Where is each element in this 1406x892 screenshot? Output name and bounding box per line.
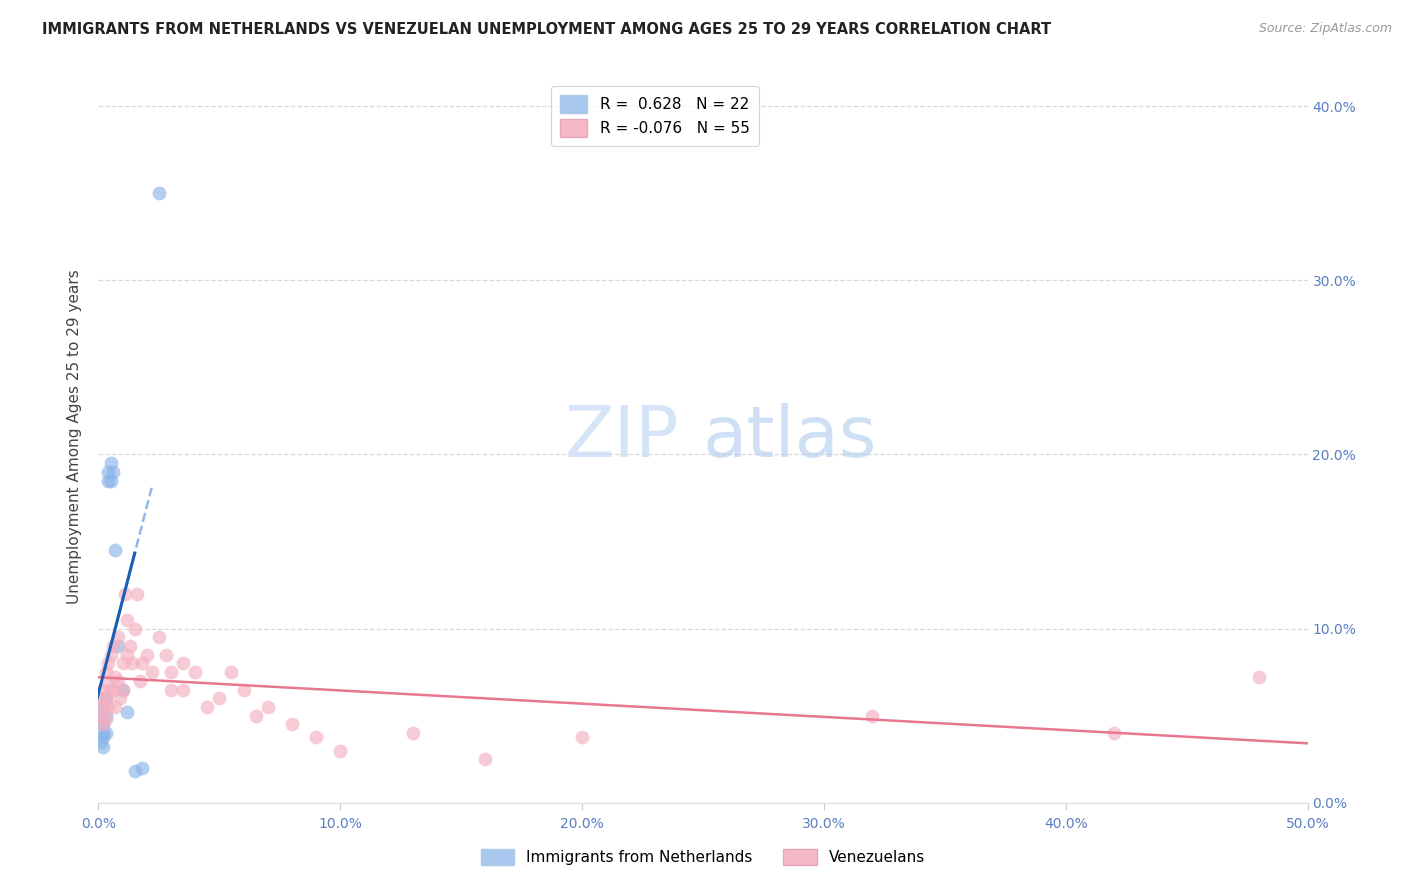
Point [91,700,114,714]
Y-axis label: Unemployment Among Ages 25 to 29 years: Unemployment Among Ages 25 to 29 years [67,269,83,605]
Point [155,648,177,662]
Point [90,712,112,726]
Point [90,700,112,714]
Point [111,657,134,671]
Point [91,717,114,731]
Point [91,717,114,731]
Point [305,730,328,744]
Point [121,657,143,671]
Point [245,708,267,723]
Point [256,700,278,714]
Point [101,682,124,697]
Point [329,743,352,757]
Text: atlas: atlas [703,402,877,472]
Text: Source: ZipAtlas.com: Source: ZipAtlas.com [1258,22,1392,36]
Point [160,682,183,697]
Text: ZIP: ZIP [564,402,679,472]
Point [104,543,127,558]
Point [127,587,149,601]
Point [148,186,170,201]
Point [195,700,218,714]
Point [124,622,146,636]
Point [221,665,243,680]
Point [117,648,139,662]
Point [100,474,122,488]
Text: IMMIGRANTS FROM NETHERLANDS VS VENEZUELAN UNEMPLOYMENT AMONG AGES 25 TO 29 YEARS: IMMIGRANTS FROM NETHERLANDS VS VENEZUELA… [42,22,1052,37]
Point [114,587,136,601]
Legend: Immigrants from Netherlands, Venezuelans: Immigrants from Netherlands, Venezuelans [474,843,932,871]
Point [90,735,112,749]
Point [1102,726,1125,740]
Point [91,682,114,697]
Point [128,673,150,688]
Point [94,726,117,740]
Point [104,670,127,684]
Point [208,691,231,706]
Point [232,682,254,697]
Point [100,682,122,697]
Point [131,761,153,775]
Point [107,673,129,688]
Point [91,730,114,744]
Point [90,708,112,723]
Point [571,730,593,744]
Point [97,474,120,488]
Point [94,691,117,706]
Point [172,682,194,697]
Point [101,465,124,479]
Point [135,648,157,662]
Point [94,708,117,723]
Point [91,740,114,755]
Point [94,665,117,680]
Point [281,717,304,731]
Point [184,665,207,680]
Point [91,726,114,740]
Point [108,691,131,706]
Point [100,456,122,470]
Point [97,677,120,691]
Legend: R =  0.628   N = 22, R = -0.076   N = 55: R = 0.628 N = 22, R = -0.076 N = 55 [551,87,759,146]
Point [117,705,139,719]
Point [141,665,163,680]
Point [101,639,124,653]
Point [94,691,117,706]
Point [97,465,120,479]
Point [172,657,194,671]
Point [1249,670,1271,684]
Point [97,700,120,714]
Point [474,752,496,766]
Point [131,657,153,671]
Point [124,764,146,779]
Point [94,712,117,726]
Point [111,682,134,697]
Point [107,639,129,653]
Point [148,631,170,645]
Point [160,665,183,680]
Point [402,726,425,740]
Point [97,657,120,671]
Point [90,691,112,706]
Point [111,682,134,697]
Point [100,648,122,662]
Point [860,708,883,723]
Point [104,700,127,714]
Point [117,613,139,627]
Point [107,631,129,645]
Point [118,639,141,653]
